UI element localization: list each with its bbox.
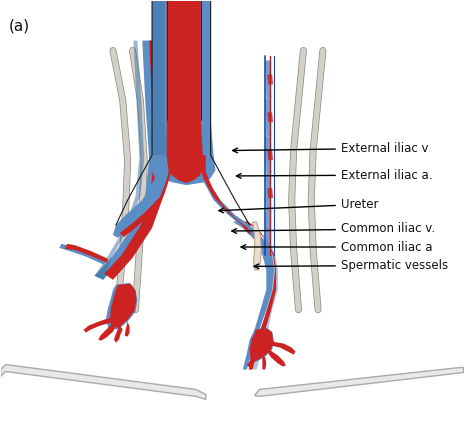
Text: Common iliac v.: Common iliac v. <box>232 222 435 235</box>
Polygon shape <box>267 74 273 84</box>
Text: External iliac v: External iliac v <box>233 142 428 155</box>
Polygon shape <box>110 284 137 327</box>
Polygon shape <box>94 41 144 280</box>
Polygon shape <box>247 353 258 368</box>
Text: Common iliac a: Common iliac a <box>241 241 432 254</box>
Polygon shape <box>114 326 123 343</box>
Polygon shape <box>265 98 271 136</box>
Polygon shape <box>245 221 276 369</box>
Polygon shape <box>98 323 116 340</box>
Polygon shape <box>201 155 252 235</box>
Polygon shape <box>265 60 271 98</box>
Polygon shape <box>265 212 271 250</box>
Polygon shape <box>120 155 172 237</box>
Polygon shape <box>267 150 273 160</box>
Polygon shape <box>233 220 274 369</box>
Polygon shape <box>167 1 204 183</box>
Polygon shape <box>113 155 169 238</box>
Polygon shape <box>104 41 167 280</box>
Text: (a): (a) <box>9 19 30 34</box>
Polygon shape <box>0 365 206 400</box>
Polygon shape <box>65 244 108 263</box>
Text: External iliac a.: External iliac a. <box>237 168 432 181</box>
Polygon shape <box>152 1 169 178</box>
Text: Spermatic vessels: Spermatic vessels <box>254 259 448 272</box>
Polygon shape <box>248 327 274 362</box>
Polygon shape <box>255 368 464 397</box>
Polygon shape <box>265 136 271 174</box>
Polygon shape <box>94 41 165 280</box>
Polygon shape <box>268 349 286 366</box>
Polygon shape <box>152 1 216 185</box>
Polygon shape <box>59 244 106 265</box>
Polygon shape <box>250 329 273 361</box>
Polygon shape <box>125 322 129 337</box>
Polygon shape <box>106 283 137 330</box>
Text: Ureter: Ureter <box>219 198 378 213</box>
Polygon shape <box>201 155 255 235</box>
Polygon shape <box>265 174 271 212</box>
Polygon shape <box>253 239 278 369</box>
Polygon shape <box>253 222 261 270</box>
Polygon shape <box>271 342 296 355</box>
Polygon shape <box>263 356 266 369</box>
Polygon shape <box>267 112 273 122</box>
Polygon shape <box>267 188 273 198</box>
Polygon shape <box>84 318 111 333</box>
